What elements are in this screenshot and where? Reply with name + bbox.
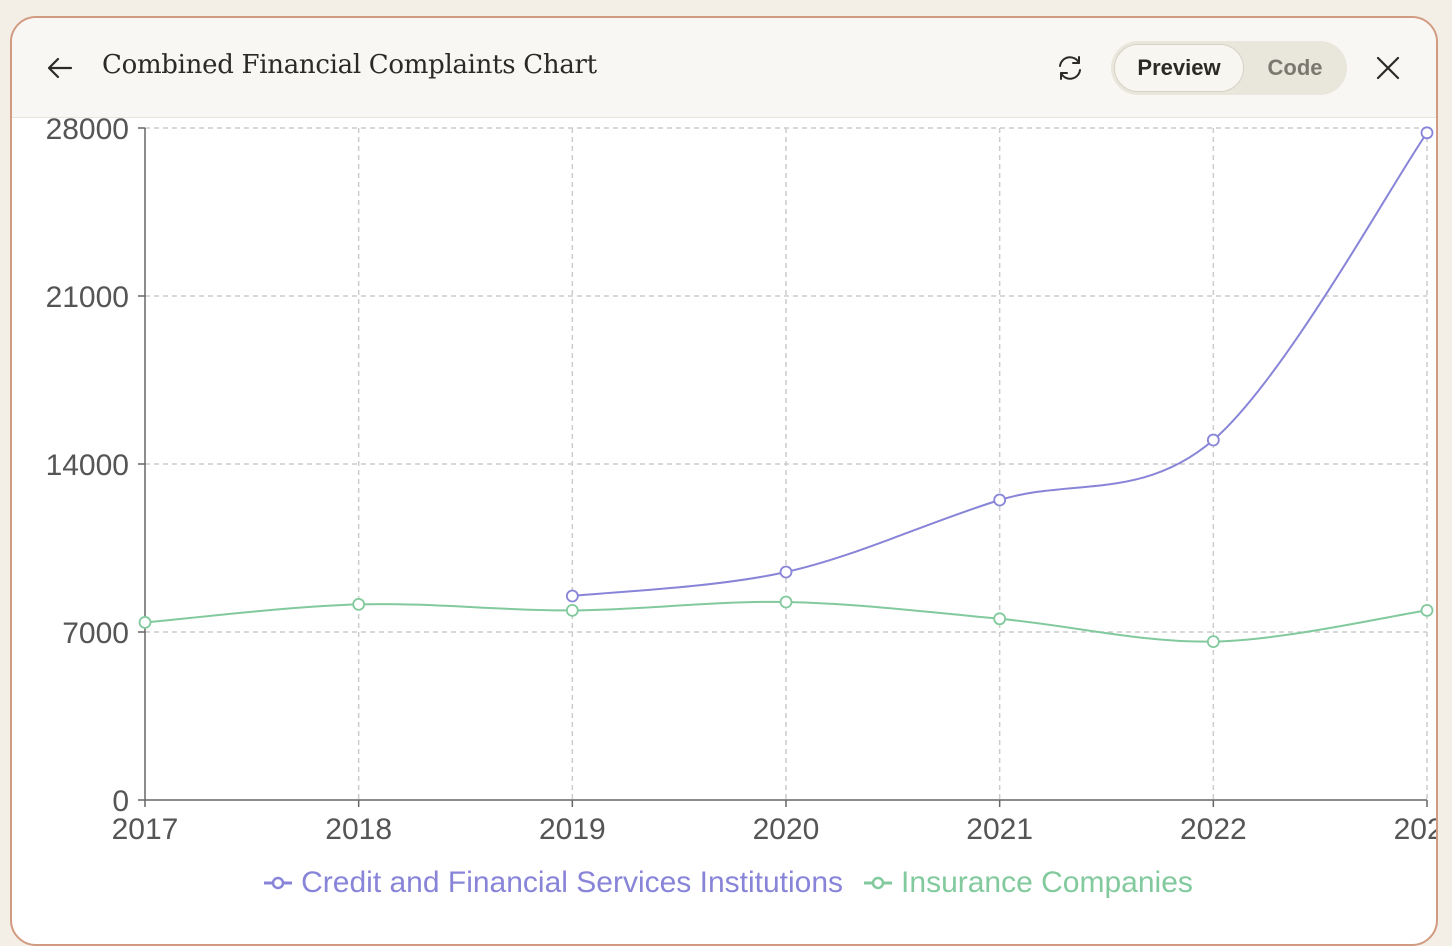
refresh-button[interactable] <box>1050 48 1090 88</box>
series-line-0 <box>572 132 1428 597</box>
y-tick-label: 14000 <box>46 449 129 482</box>
data-point-1 <box>993 612 1007 626</box>
refresh-icon <box>1059 56 1081 80</box>
preview-tab[interactable]: Preview <box>1114 44 1244 92</box>
x-tick-label: 2021 <box>966 813 1033 846</box>
data-point-1 <box>565 604 579 617</box>
legend-label: Insurance Companies <box>901 866 1193 899</box>
close-button[interactable] <box>1368 48 1408 88</box>
data-point-0 <box>1420 126 1434 140</box>
data-point-1 <box>779 595 793 609</box>
data-point-0 <box>565 589 579 603</box>
line-chart: 0 7000 14000 21000 28000 2017 2018 2019 2020 2021… <box>46 113 1438 846</box>
y-tick-label: 28000 <box>46 113 129 146</box>
y-tick-label: 21000 <box>46 281 129 314</box>
legend-item-0[interactable]: Credit and Financial Services Institutio… <box>263 866 843 900</box>
legend-item-1[interactable]: Insurance Companies <box>863 866 1193 900</box>
artifact-header: Combined Financial Complaints Chart Prev… <box>12 18 1436 118</box>
data-point-0 <box>993 493 1007 507</box>
page-title: Combined Financial Complaints Chart <box>102 50 597 80</box>
legend-marker-icon <box>864 876 893 890</box>
x-tick-label: 2023 <box>1394 813 1438 846</box>
x-tick-label: 2018 <box>325 813 392 846</box>
back-button[interactable] <box>40 48 80 88</box>
chart-legend: Credit and Financial Services Institutio… <box>12 866 1436 900</box>
legend-marker-icon <box>264 876 293 890</box>
data-point-1 <box>352 598 366 611</box>
data-point-1 <box>138 616 152 629</box>
x-tick-label: 2020 <box>753 813 820 846</box>
data-point-1 <box>1206 635 1220 648</box>
view-toggle: Preview Code <box>1111 41 1347 95</box>
data-point-0 <box>779 565 793 579</box>
x-tick-label: 2022 <box>1180 813 1247 846</box>
arrow-left-icon <box>47 57 73 79</box>
y-tick-label: 7000 <box>62 617 129 650</box>
x-tick-label: 2019 <box>539 813 606 846</box>
data-point-0 <box>1206 433 1220 447</box>
x-tick-label: 2017 <box>112 813 179 846</box>
legend-label: Credit and Financial Services Institutio… <box>301 866 844 899</box>
artifact-window: Combined Financial Complaints Chart Prev… <box>10 16 1438 946</box>
close-icon <box>1376 56 1400 80</box>
data-point-1 <box>1420 604 1434 617</box>
code-tab[interactable]: Code <box>1267 55 1323 80</box>
y-tick-label: 0 <box>112 785 129 818</box>
